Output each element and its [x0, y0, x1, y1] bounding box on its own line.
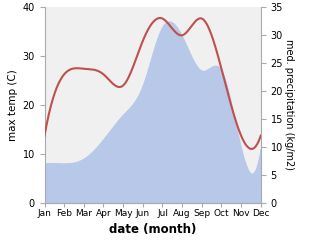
Y-axis label: med. precipitation (kg/m2): med. precipitation (kg/m2): [284, 40, 294, 170]
X-axis label: date (month): date (month): [109, 223, 196, 236]
Y-axis label: max temp (C): max temp (C): [8, 69, 18, 141]
